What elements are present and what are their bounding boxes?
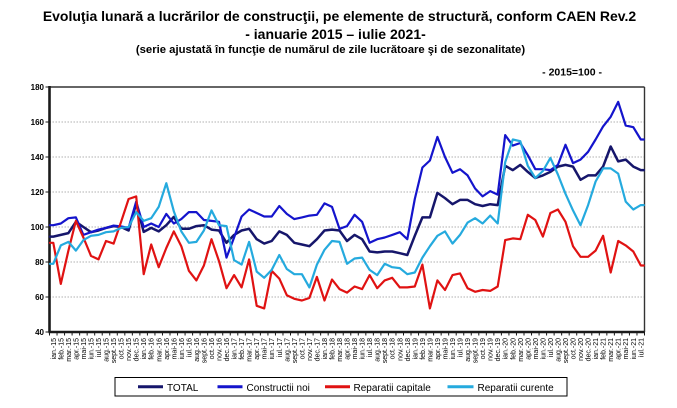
svg-text:dec.-16: dec.-16	[224, 338, 231, 361]
svg-text:sept.-18: sept.-18	[382, 338, 389, 363]
svg-text:apr.-15: apr.-15	[73, 338, 80, 360]
svg-text:(serie ajustată în funcţie de: (serie ajustată în funcţie de numărul de…	[136, 44, 525, 56]
svg-text:ian.-20: ian.-20	[503, 338, 510, 360]
svg-text:feb.-19: feb.-19	[420, 338, 427, 360]
svg-text:aug.-15: aug.-15	[104, 338, 111, 362]
svg-text:80: 80	[35, 258, 44, 267]
svg-text:ian.-21: ian.-21	[593, 338, 600, 360]
svg-text:dec.-19: dec.-19	[495, 338, 502, 361]
svg-text:ian.-16: ian.-16	[141, 338, 148, 360]
svg-text:aug.-17: aug.-17	[284, 338, 291, 362]
svg-text:160: 160	[31, 118, 45, 127]
svg-text:apr.-20: apr.-20	[525, 338, 532, 360]
svg-text:iun.-18: iun.-18	[360, 338, 367, 360]
svg-text:oct.-19: oct.-19	[480, 338, 487, 360]
svg-text:120: 120	[31, 188, 45, 197]
svg-text:40: 40	[35, 328, 44, 337]
svg-text:mai-21: mai-21	[623, 338, 630, 360]
svg-text:feb.-18: feb.-18	[329, 338, 336, 360]
svg-text:mar.-18: mar.-18	[337, 338, 344, 362]
svg-text:nov.-15: nov.-15	[126, 338, 133, 361]
svg-text:oct.-20: oct.-20	[571, 338, 578, 360]
svg-text:dec.-15: dec.-15	[134, 338, 141, 361]
svg-text:TOTAL: TOTAL	[167, 383, 199, 394]
svg-text:mai-20: mai-20	[533, 338, 540, 360]
svg-text:100: 100	[31, 223, 45, 232]
svg-text:iun.-16: iun.-16	[179, 338, 186, 360]
svg-text:sept.-19: sept.-19	[473, 338, 480, 363]
svg-text:iun.-20: iun.-20	[540, 338, 547, 360]
svg-text:60: 60	[35, 293, 44, 302]
svg-text:feb.-16: feb.-16	[149, 338, 156, 360]
svg-text:iul.-19: iul.-19	[458, 338, 465, 357]
svg-text:mai-17: mai-17	[262, 338, 269, 360]
svg-text:nov.-19: nov.-19	[488, 338, 495, 361]
svg-text:oct.-17: oct.-17	[299, 338, 306, 360]
svg-text:iul.-18: iul.-18	[367, 338, 374, 357]
svg-text:feb.-15: feb.-15	[58, 338, 65, 360]
svg-text:mai-16: mai-16	[171, 338, 178, 360]
svg-text:ian.-19: ian.-19	[412, 338, 419, 360]
svg-text:iul.-20: iul.-20	[548, 338, 555, 357]
svg-text:- 2015=100 -: - 2015=100 -	[542, 67, 602, 79]
svg-text:aug.-20: aug.-20	[555, 338, 562, 362]
svg-text:nov.-16: nov.-16	[217, 338, 224, 361]
svg-text:ian.-18: ian.-18	[322, 338, 329, 360]
svg-text:mai-19: mai-19	[442, 338, 449, 360]
svg-text:apr.-17: apr.-17	[254, 338, 261, 360]
svg-text:apr.-19: apr.-19	[435, 338, 442, 360]
svg-text:iun.-15: iun.-15	[88, 338, 95, 360]
svg-text:iun.-17: iun.-17	[269, 338, 276, 360]
svg-text:sept.-16: sept.-16	[201, 338, 208, 363]
svg-text:feb.-17: feb.-17	[239, 338, 246, 360]
svg-text:iul.-16: iul.-16	[186, 338, 193, 357]
svg-text:mar.-20: mar.-20	[518, 338, 525, 362]
svg-text:Evoluţia lunară a lucrărilor d: Evoluţia lunară a lucrărilor de construc…	[43, 8, 637, 24]
svg-text:dec.-18: dec.-18	[405, 338, 412, 361]
svg-text:mar.-17: mar.-17	[247, 338, 254, 362]
svg-text:oct.-18: oct.-18	[390, 338, 397, 360]
svg-text:apr.-18: apr.-18	[345, 338, 352, 360]
svg-text:nov.-17: nov.-17	[307, 338, 314, 361]
svg-text:feb.-21: feb.-21	[601, 338, 608, 360]
svg-text:iul.-17: iul.-17	[277, 338, 284, 357]
svg-text:feb.-20: feb.-20	[510, 338, 517, 360]
svg-text:140: 140	[31, 153, 45, 162]
svg-text:mar.-21: mar.-21	[608, 338, 615, 362]
svg-text:nov.-18: nov.-18	[397, 338, 404, 361]
svg-text:- ianuarie 2015 – iulie 2021: - ianuarie 2015 – iulie 2021-	[245, 26, 426, 42]
svg-text:aug.-16: aug.-16	[194, 338, 201, 362]
svg-text:sept.-15: sept.-15	[111, 338, 118, 363]
svg-text:iun.-21: iun.-21	[631, 338, 638, 360]
svg-text:aug.-19: aug.-19	[465, 338, 472, 362]
svg-text:iul.-15: iul.-15	[96, 338, 103, 357]
svg-text:Reparatii curente: Reparatii curente	[478, 383, 555, 394]
svg-text:apr.-21: apr.-21	[616, 338, 623, 360]
svg-text:Constructii noi: Constructii noi	[247, 383, 310, 394]
svg-text:sept.-20: sept.-20	[563, 338, 570, 363]
svg-text:aug.-18: aug.-18	[375, 338, 382, 362]
svg-text:apr.-16: apr.-16	[164, 338, 171, 360]
svg-text:iun.-19: iun.-19	[450, 338, 457, 360]
svg-text:sept.-17: sept.-17	[292, 338, 299, 363]
svg-text:oct.-16: oct.-16	[209, 338, 216, 360]
svg-text:oct.-15: oct.-15	[119, 338, 126, 360]
svg-text:dec.-20: dec.-20	[586, 338, 593, 361]
svg-text:mar.-15: mar.-15	[66, 338, 73, 362]
svg-text:mar.-16: mar.-16	[156, 338, 163, 362]
svg-text:mai-15: mai-15	[81, 338, 88, 360]
svg-text:dec.-17: dec.-17	[314, 338, 321, 361]
svg-text:mai-18: mai-18	[352, 338, 359, 360]
svg-text:mar.-19: mar.-19	[427, 338, 434, 362]
svg-text:nov.-20: nov.-20	[578, 338, 585, 361]
svg-text:Reparatii capitale: Reparatii capitale	[354, 383, 432, 394]
svg-text:180: 180	[31, 83, 45, 92]
svg-text:ian.-15: ian.-15	[51, 338, 58, 360]
svg-text:ian.-17: ian.-17	[232, 338, 239, 360]
svg-text:iul.-21: iul.-21	[638, 338, 645, 357]
